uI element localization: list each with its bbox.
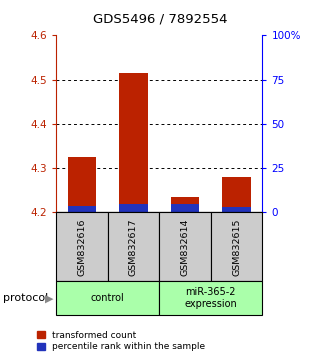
Bar (171, 197, 199, 212)
FancyBboxPatch shape (159, 281, 262, 315)
Text: control: control (91, 293, 124, 303)
Text: miR-365-2
expression: miR-365-2 expression (184, 287, 237, 309)
FancyBboxPatch shape (56, 281, 159, 315)
Text: GSM832615: GSM832615 (232, 218, 241, 276)
Bar (119, 73, 148, 212)
Bar (68, 206, 96, 212)
Bar (222, 177, 251, 212)
Text: GSM832614: GSM832614 (180, 218, 189, 276)
Text: ▶: ▶ (45, 293, 54, 303)
FancyBboxPatch shape (159, 212, 211, 281)
Text: GDS5496 / 7892554: GDS5496 / 7892554 (93, 12, 227, 25)
Text: GSM832616: GSM832616 (77, 218, 86, 276)
Bar (68, 157, 96, 212)
Bar (171, 205, 199, 212)
Bar (222, 207, 251, 212)
Bar (119, 204, 148, 212)
FancyBboxPatch shape (211, 212, 262, 281)
Text: protocol: protocol (3, 293, 48, 303)
Text: GSM832617: GSM832617 (129, 218, 138, 276)
Legend: transformed count, percentile rank within the sample: transformed count, percentile rank withi… (36, 331, 205, 351)
FancyBboxPatch shape (56, 212, 108, 281)
FancyBboxPatch shape (108, 212, 159, 281)
